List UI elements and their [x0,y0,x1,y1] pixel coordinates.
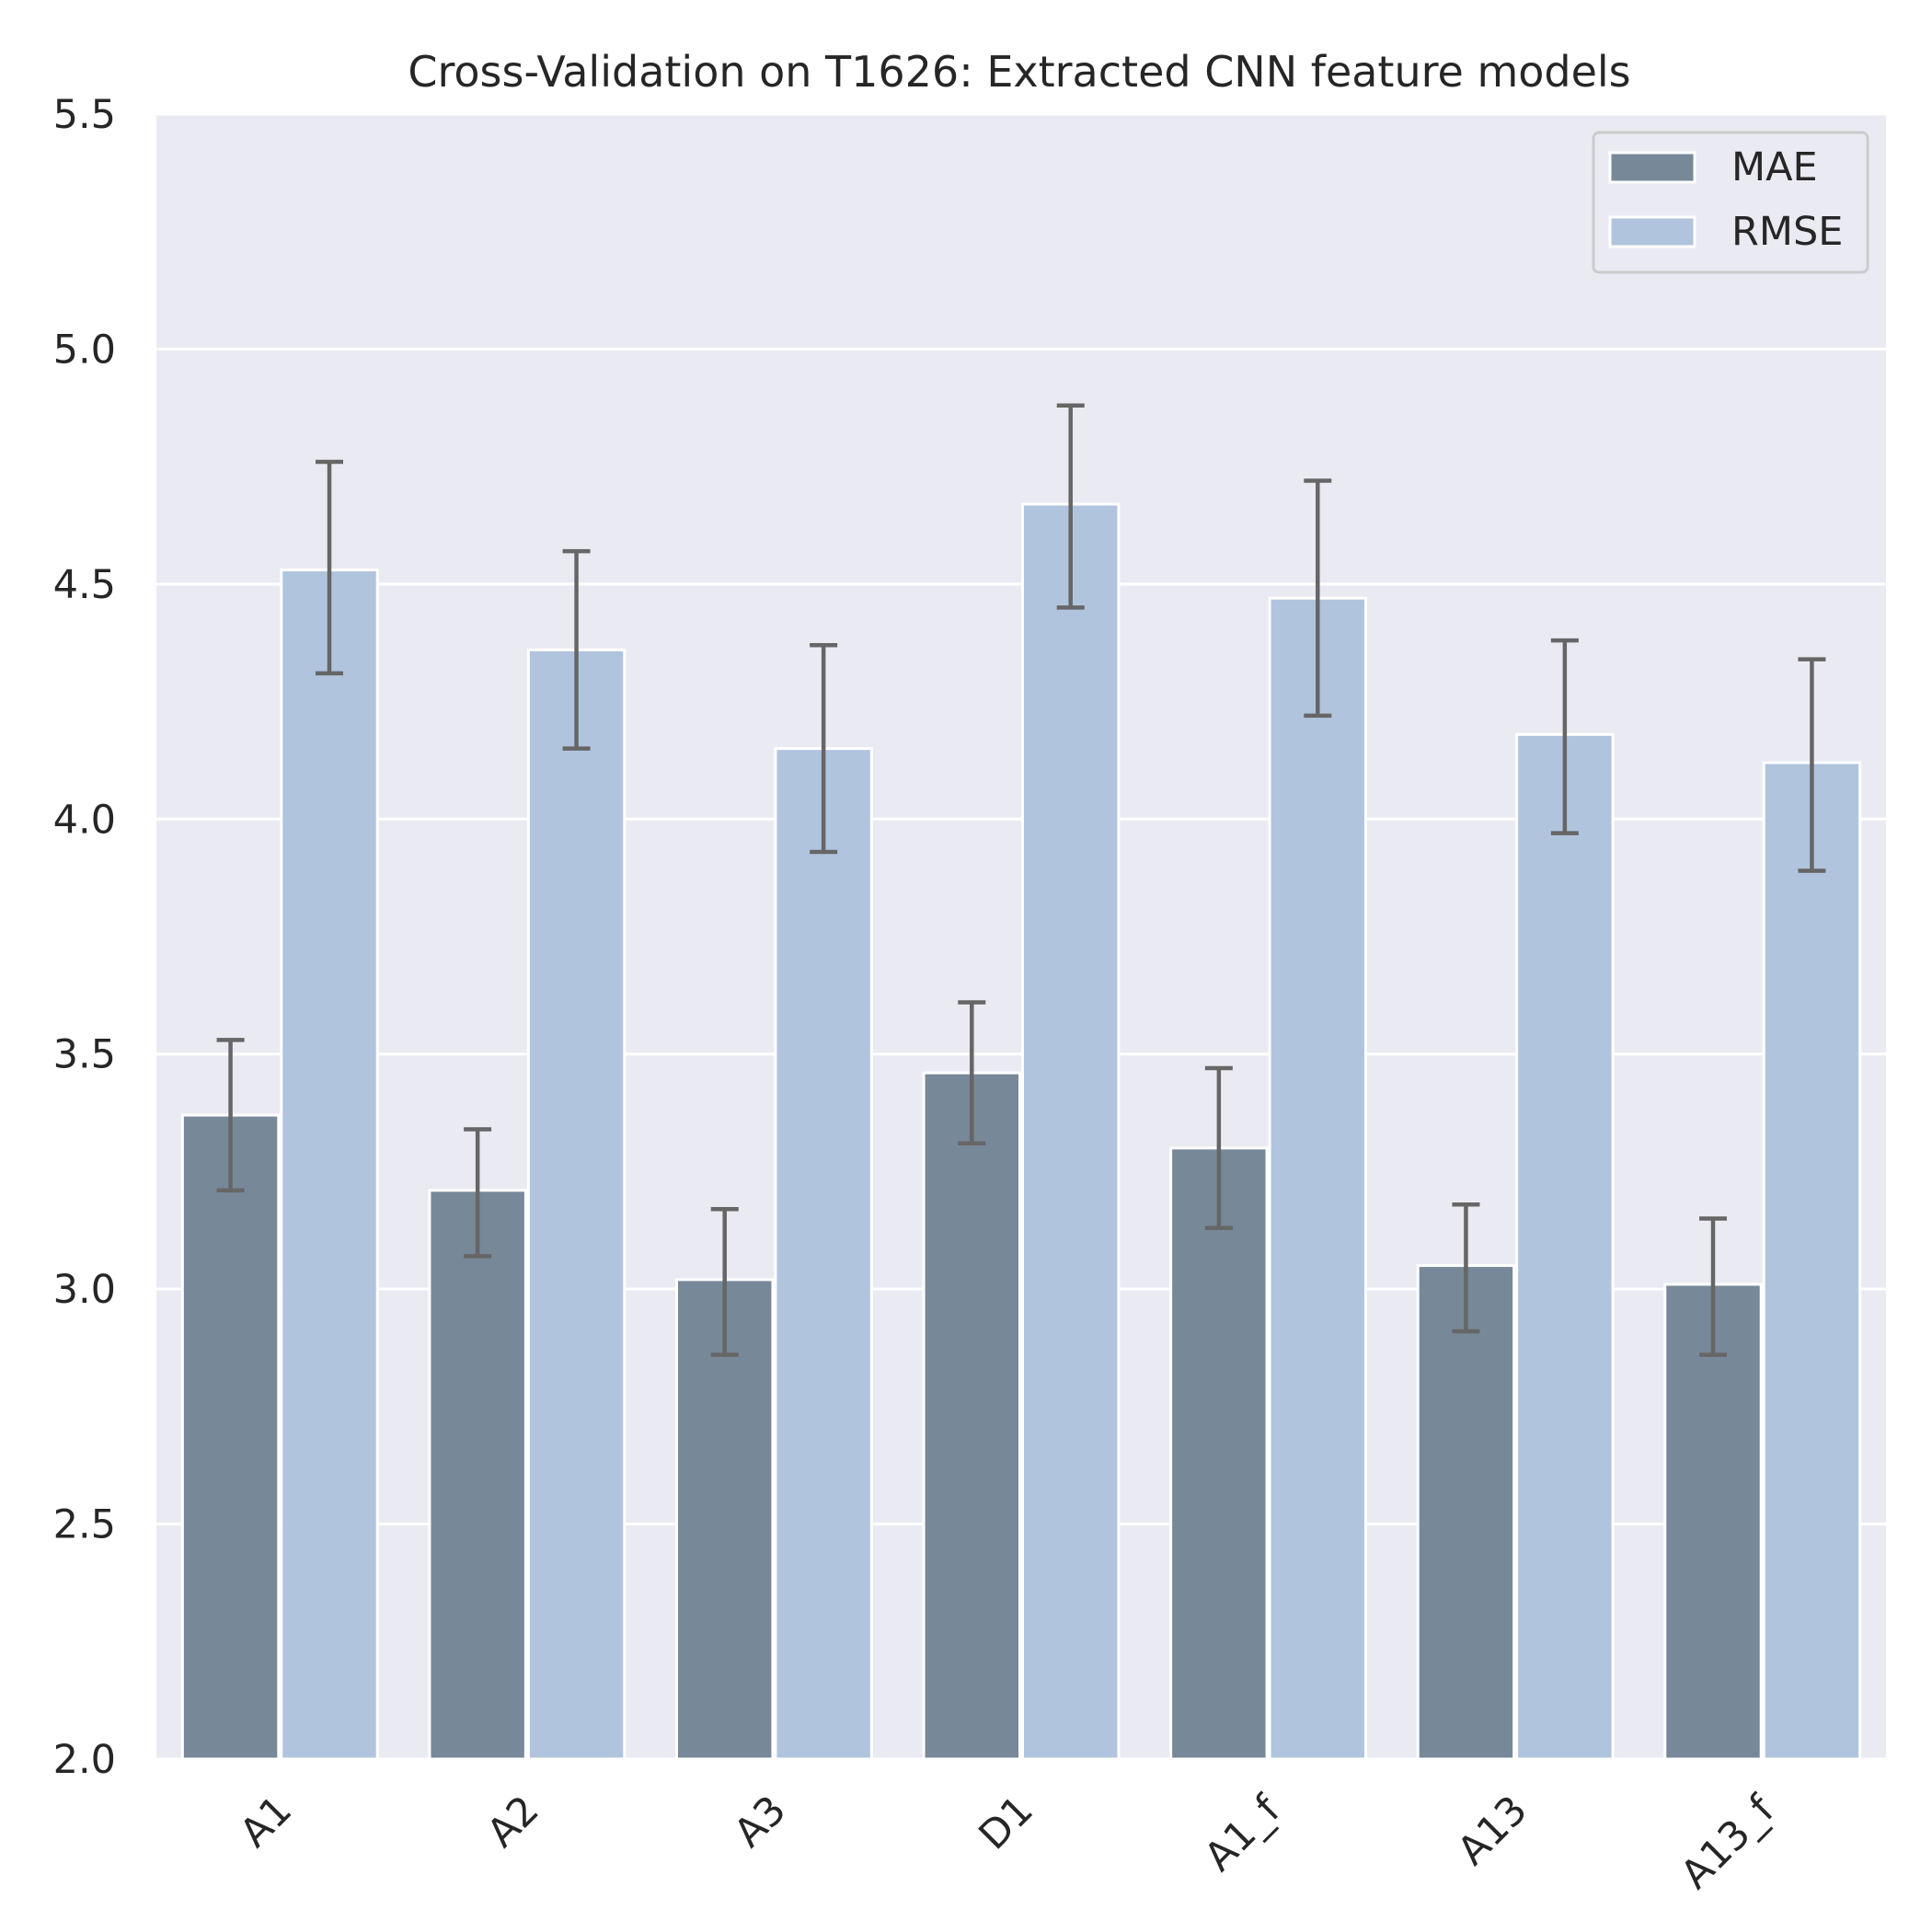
legend-swatch-mae [1608,151,1696,184]
legend: MAE RMSE [1592,131,1869,274]
bar-rmse-a3 [774,747,873,1761]
x-tick-label: A1_f [1196,1787,1290,1880]
error-bar-mae-d1 [958,1000,986,1146]
y-tick-label: 2.5 [53,1502,116,1548]
bar-rmse-d1 [1021,502,1121,1761]
x-tick-label: A13_f [1673,1787,1784,1898]
x-tick-label: A1 [232,1787,302,1857]
error-bar-mae-a1 [216,1038,245,1193]
error-bar-mae-a3 [710,1207,739,1357]
y-tick-label: 5.5 [53,92,116,138]
bar-rmse-a1 [280,569,379,1761]
error-bar-rmse-a1 [316,459,343,676]
x-axis-ticks: A1 A2 A3 D1 A1_f A13 A13_f [232,1787,1785,1898]
bar-rmse-a1_f [1268,596,1367,1761]
error-bar-mae-a13_f [1699,1216,1727,1357]
x-tick-label: A2 [478,1787,548,1857]
bar-mae-a1 [180,1113,281,1761]
bar-mae-a1_f [1169,1146,1269,1761]
error-bar-rmse-a2 [562,548,591,751]
bar-rmse-a13_f [1762,761,1862,1761]
bar-mae-a3 [675,1278,775,1761]
bar-rmse-a13 [1515,732,1615,1761]
x-tick-label: A13 [1449,1787,1536,1874]
error-bar-rmse-a13_f [1798,657,1826,873]
bar-mae-a2 [428,1189,527,1761]
x-tick-label: D1 [971,1787,1042,1858]
error-bar-mae-a2 [464,1127,492,1259]
y-tick-label: 2.0 [53,1737,116,1783]
legend-swatch-rmse [1608,215,1696,248]
y-tick-label: 3.0 [53,1267,116,1313]
error-bar-rmse-a13 [1550,638,1579,835]
bar-rmse-a2 [526,648,627,1761]
error-bar-mae-a13 [1452,1202,1480,1334]
y-tick-label: 4.5 [53,562,116,608]
chart-title: Cross-Validation on T1626: Extracted CNN… [408,47,1630,97]
x-tick-label: A3 [726,1787,796,1857]
y-tick-label: 4.0 [53,797,116,843]
error-bar-rmse-a3 [810,643,838,855]
legend-label-rmse: RMSE [1731,209,1843,255]
bar-mae-a13 [1416,1264,1516,1761]
bars [180,502,1862,1761]
error-bar-mae-a1_f [1204,1065,1233,1230]
bar-mae-d1 [922,1071,1021,1761]
error-bar-rmse-a1_f [1304,478,1332,719]
error-bar-rmse-d1 [1056,403,1085,610]
error-bars [216,403,1826,1357]
y-axis-ticks: 2.0 2.5 3.0 3.5 4.0 4.5 5.0 5.5 [53,92,116,1783]
legend-label-mae: MAE [1731,144,1818,190]
y-tick-label: 3.5 [53,1032,116,1078]
y-tick-label: 5.0 [53,327,116,373]
